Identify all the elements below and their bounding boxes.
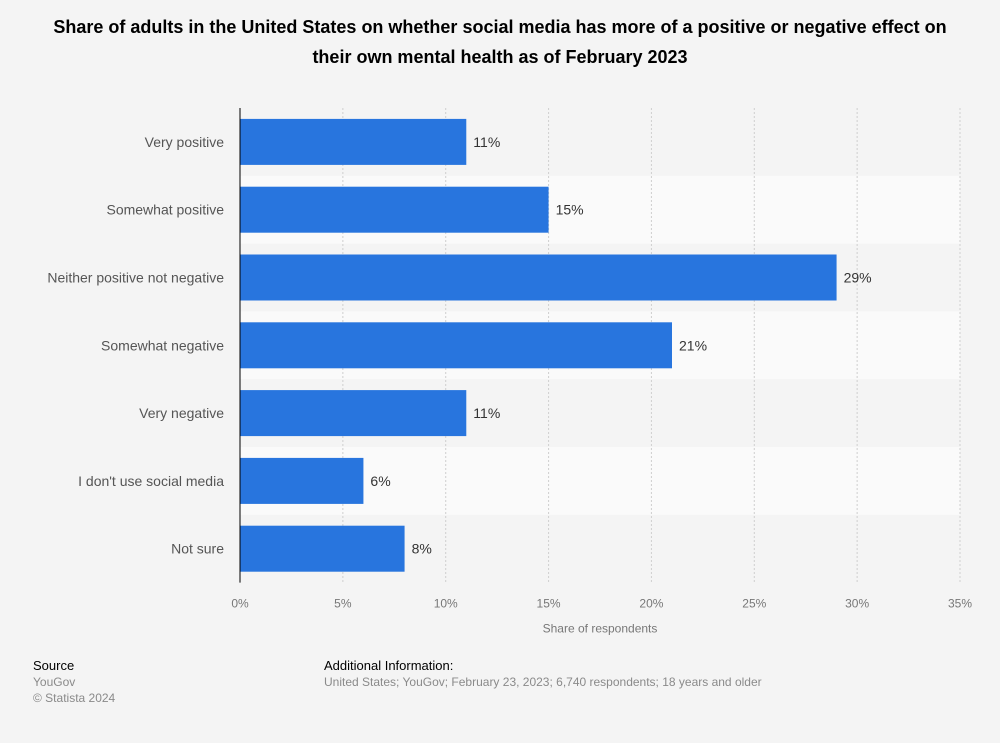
data-label: 15% <box>556 202 584 218</box>
source-name: YouGov <box>33 675 76 689</box>
x-tick-label: 10% <box>434 597 458 611</box>
data-label: 11% <box>473 134 500 150</box>
x-tick-label: 25% <box>742 597 766 611</box>
data-label: 21% <box>679 337 707 353</box>
data-label: 6% <box>370 473 390 489</box>
category-label: Very positive <box>145 134 225 150</box>
copyright: © Statista 2024 <box>33 691 116 705</box>
x-axis-title: Share of respondents <box>543 622 658 636</box>
source-heading: Source <box>33 658 75 673</box>
bar <box>240 322 672 369</box>
x-tick-label: 35% <box>948 597 972 611</box>
data-label: 8% <box>412 541 432 557</box>
chart-title: Share of adults in the United States on … <box>53 17 947 67</box>
source-block: Source YouGov © Statista 2024 <box>33 658 115 706</box>
category-label: Somewhat positive <box>106 202 224 218</box>
bar <box>240 186 549 233</box>
x-tick-label: 5% <box>334 597 352 611</box>
bar <box>240 118 467 165</box>
x-tick-label: 0% <box>231 597 249 611</box>
category-label: Not sure <box>171 541 224 557</box>
info-heading: Additional Information: <box>324 658 454 673</box>
category-label: Very negative <box>139 405 224 421</box>
x-tick-label: 20% <box>639 597 663 611</box>
x-tick-label: 15% <box>537 597 561 611</box>
category-label: Neither positive not negative <box>47 270 224 286</box>
bar <box>240 457 364 504</box>
category-label: Somewhat negative <box>101 337 224 353</box>
category-label: I don't use social media <box>78 473 224 489</box>
additional-info-block: Additional Information: United States; Y… <box>324 658 762 690</box>
bar <box>240 254 837 301</box>
bar <box>240 525 405 572</box>
data-label: 11% <box>473 405 500 421</box>
x-tick-label: 30% <box>845 597 869 611</box>
data-label: 29% <box>844 270 872 286</box>
info-text: United States; YouGov; February 23, 2023… <box>324 675 762 689</box>
bar <box>240 390 467 437</box>
bar-chart: 0% 5% 10% 15% 20% 25% 30% 35% 11% Very positive 15… <box>47 108 972 636</box>
